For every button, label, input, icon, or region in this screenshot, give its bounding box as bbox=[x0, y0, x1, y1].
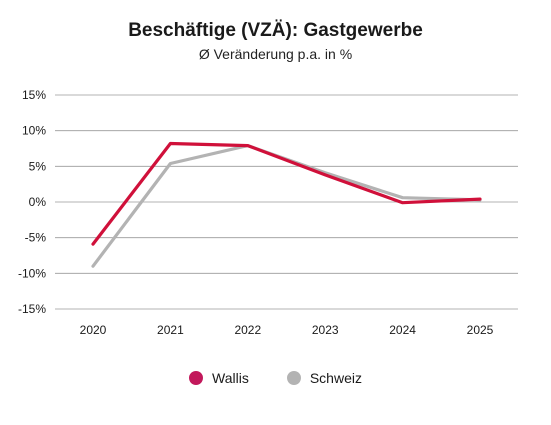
legend: Wallis Schweiz bbox=[0, 370, 551, 386]
x-tick-label: 2020 bbox=[80, 323, 107, 337]
x-tick-label: 2025 bbox=[467, 323, 494, 337]
chart-subtitle: Ø Veränderung p.a. in % bbox=[198, 46, 353, 62]
series-lines bbox=[91, 141, 482, 268]
y-tick-label: 15% bbox=[22, 88, 46, 102]
x-axis-ticks: 2020 2021 2022 2023 2024 2025 bbox=[80, 323, 494, 337]
chart-title: Beschäftige (VZÄ): Gastgewerbe bbox=[128, 20, 423, 41]
legend-item-wallis: Wallis bbox=[189, 370, 249, 386]
x-tick-label: 2021 bbox=[157, 323, 184, 337]
series-line-schweiz bbox=[91, 144, 482, 268]
x-tick-label: 2022 bbox=[234, 323, 261, 337]
legend-swatch-schweiz bbox=[286, 371, 301, 385]
legend-label-schweiz: Schweiz bbox=[309, 370, 362, 386]
y-tick-label: -10% bbox=[18, 266, 46, 280]
legend-item-schweiz: Schweiz bbox=[286, 370, 362, 386]
legend-swatch-wallis bbox=[189, 371, 204, 385]
x-tick-label: 2024 bbox=[389, 323, 416, 337]
gridlines bbox=[55, 94, 518, 310]
series-line-wallis bbox=[91, 141, 482, 246]
y-tick-label: 10% bbox=[22, 124, 46, 138]
y-axis-ticks: 15% 10% 5% 0% -5% -10% -15% bbox=[18, 88, 46, 316]
x-tick-label: 2023 bbox=[312, 323, 339, 337]
y-tick-label: -15% bbox=[18, 302, 46, 316]
y-tick-label: 5% bbox=[29, 159, 47, 173]
y-tick-label: 0% bbox=[29, 195, 47, 209]
y-tick-label: -5% bbox=[25, 231, 47, 245]
legend-label-wallis: Wallis bbox=[212, 370, 249, 386]
